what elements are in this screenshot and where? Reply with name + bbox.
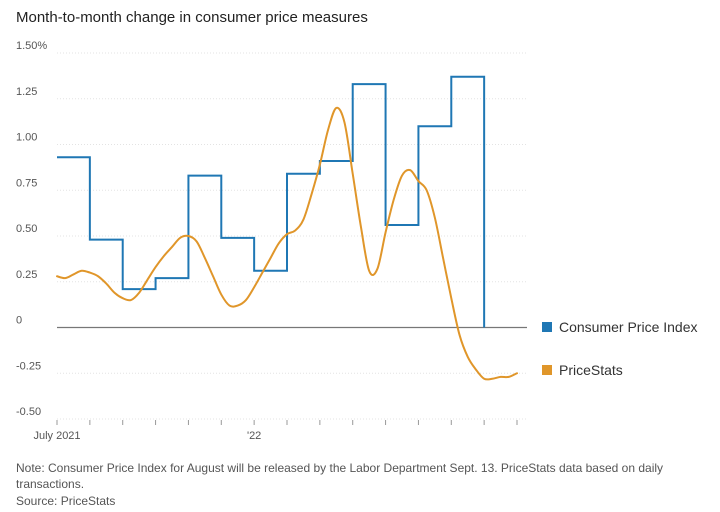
legend-label-pricestats: PriceStats (559, 362, 623, 378)
x-tick-label: July 2021 (33, 430, 80, 442)
chart-note: Note: Consumer Price Index for August wi… (16, 461, 664, 491)
y-tick-label: -0.25 (16, 360, 41, 372)
y-tick-label: 0 (16, 315, 22, 327)
legend-swatch-pricestats (542, 365, 552, 375)
legend-label-cpi: Consumer Price Index (559, 319, 698, 335)
y-axis: 1.50% 1.25 1.00 0.75 0.50 0.25 0 -0.25 -0.50 (16, 40, 47, 418)
series-line-pricestats (56, 106, 518, 381)
y-tick-label: 1.00 (16, 132, 37, 144)
grid (57, 52, 527, 420)
x-axis: July 2021 '22 (33, 420, 518, 442)
y-tick-label: 0.75 (16, 177, 37, 189)
legend-item-pricestats: PriceStats (542, 362, 623, 378)
y-tick-label: 0.50 (16, 223, 37, 235)
series-line-cpi (57, 75, 486, 328)
y-tick-label: 0.25 (16, 269, 37, 281)
y-tick-label: -0.50 (16, 406, 41, 418)
y-tick-label: 1.25 (16, 86, 37, 98)
legend-swatch-cpi (542, 322, 552, 332)
legend-item-cpi: Consumer Price Index (542, 319, 698, 335)
y-tick-label: 1.50% (16, 40, 47, 52)
series-lines (56, 75, 518, 381)
chart: 1.50% 1.25 1.00 0.75 0.50 0.25 0 -0.25 -0.50 Jul… (16, 40, 527, 442)
chart-title: Month-to-month change in consumer price … (16, 9, 368, 26)
chart-source: Source: PriceStats (16, 494, 116, 508)
x-tick-label: '22 (247, 430, 261, 442)
